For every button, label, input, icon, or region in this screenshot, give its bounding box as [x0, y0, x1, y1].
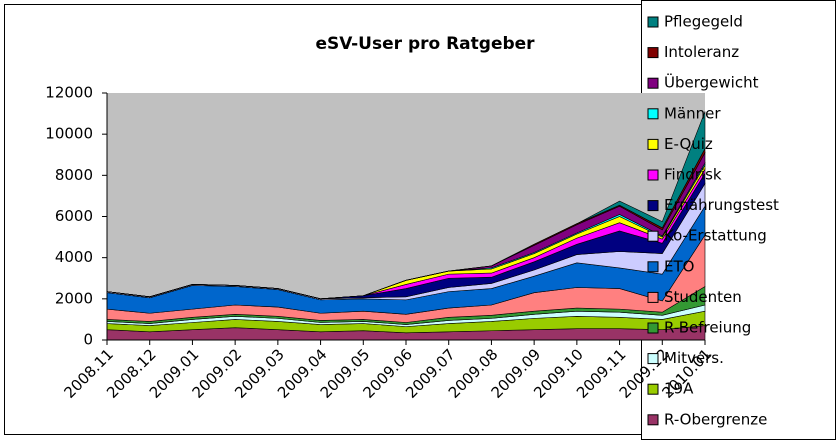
legend-label: Findrisk — [664, 166, 722, 184]
legend-swatch — [647, 261, 659, 273]
y-tick-label: 10000 — [45, 125, 93, 143]
legend-label: Ko-Erstattung — [664, 227, 767, 245]
legend-label: Pflegegeld — [664, 13, 743, 31]
y-tick-label: 6000 — [55, 207, 93, 225]
legend-swatch — [647, 16, 659, 28]
legend-label: R-Obergrenze — [664, 410, 767, 428]
legend-swatch — [647, 353, 659, 365]
legend-label: Mitvers. — [664, 349, 724, 367]
y-tick-label: 8000 — [55, 166, 93, 184]
legend-swatch — [647, 169, 659, 181]
legend-label: Ernährungstest — [664, 196, 779, 214]
legend-label: E-Quiz — [664, 135, 713, 153]
legend-swatch — [647, 47, 659, 59]
y-tick-label: 0 — [83, 331, 93, 349]
legend-swatch — [647, 414, 659, 426]
legend-swatch — [647, 77, 659, 89]
y-tick-label: 2000 — [55, 289, 93, 307]
legend-label: 19A — [664, 380, 694, 398]
y-tick-label: 4000 — [55, 248, 93, 266]
legend-label: Intoleranz — [664, 43, 739, 61]
legend-swatch — [647, 108, 659, 120]
chart-title: eSV-User pro Ratgeber — [315, 34, 535, 54]
legend-swatch — [647, 230, 659, 242]
legend-swatch — [647, 200, 659, 212]
legend-swatch — [647, 383, 659, 395]
legend-label: Männer — [664, 104, 721, 122]
area — [106, 111, 706, 300]
legend-label: Übergewicht — [664, 73, 759, 92]
y-tick-label: 12000 — [45, 84, 93, 102]
legend-swatch — [647, 138, 659, 150]
legend-label: ETO — [664, 257, 694, 275]
legend-label: R-Befreiung — [664, 319, 751, 337]
legend-swatch — [647, 291, 659, 303]
legend-swatch — [647, 322, 659, 334]
legend-label: Studenten — [664, 288, 742, 306]
